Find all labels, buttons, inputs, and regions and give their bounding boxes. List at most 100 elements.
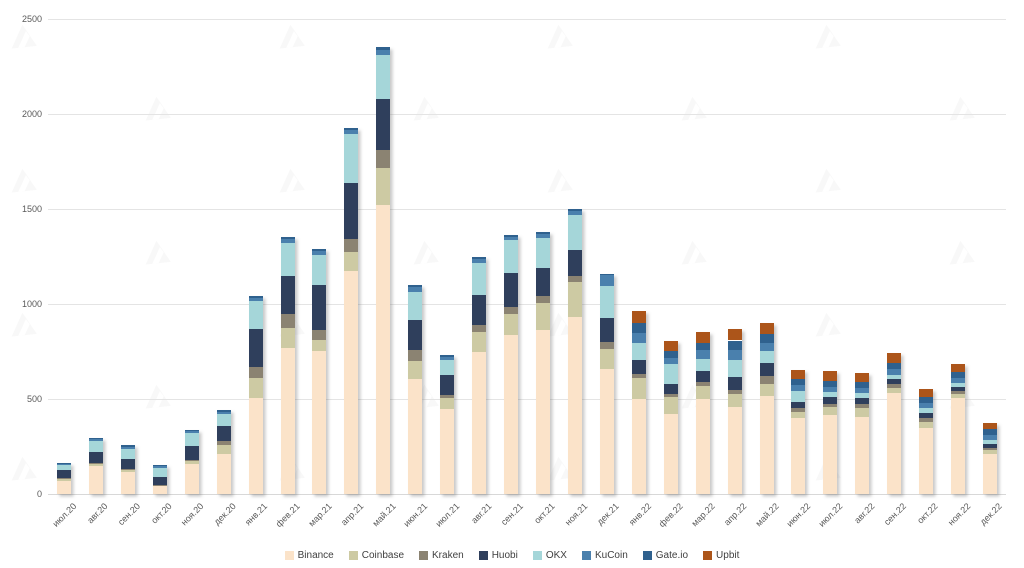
bar-segment-gateio-июн.22 — [791, 379, 806, 385]
legend-swatch-icon — [284, 551, 294, 560]
bar-segment-kraken-дек.22 — [983, 447, 998, 451]
bar-segment-coinbase-дек.20 — [216, 444, 231, 455]
bar-segment-huobi-ноя.21 — [567, 250, 582, 276]
bar-segment-huobi-дек.20 — [216, 425, 231, 441]
bar-segment-gateio-янв.21 — [248, 295, 263, 298]
bar-segment-kucoin-сен.21 — [504, 236, 519, 241]
bar-segment-huobi-янв.22 — [631, 359, 646, 374]
y-axis-tick-label: 1000 — [21, 299, 42, 309]
forklog-triangle-logo — [810, 21, 843, 59]
bar-сен.21 — [504, 234, 519, 494]
bar-segment-kucoin-мар.22 — [695, 350, 710, 359]
x-axis-tick-label: окт.21 — [532, 501, 558, 526]
bar-segment-binance-июл.22 — [823, 415, 838, 494]
bar-segment-gateio-ноя.21 — [567, 209, 582, 212]
bar-segment-okx-янв.21 — [248, 301, 263, 329]
forklog-triangle-logo — [408, 237, 441, 275]
bar-segment-kucoin-авг.20 — [88, 439, 103, 442]
bar-segment-kraken-фев.21 — [280, 314, 295, 328]
legend-item-kucoin: KuCoin — [581, 550, 628, 561]
bar-segment-coinbase-дек.22 — [983, 450, 998, 455]
bar-апр.21 — [344, 127, 359, 494]
forklog-triangle-logo — [944, 237, 977, 275]
x-axis-tick-label: окт.20 — [149, 501, 174, 526]
bar-segment-binance-авг.21 — [472, 351, 487, 494]
bar-segment-huobi-июл.21 — [440, 375, 455, 396]
gridline-500 — [48, 399, 1006, 400]
legend-label: Upbit — [716, 550, 740, 561]
bar-segment-kucoin-апр.21 — [344, 129, 359, 134]
bar-segment-kraken-ноя.20 — [184, 459, 199, 461]
bar-segment-kucoin-май.21 — [376, 49, 391, 56]
x-axis-tick-label: ноя.21 — [562, 501, 589, 528]
bar-segment-huobi-окт.20 — [152, 476, 167, 485]
bar-segment-gateio-ноя.22 — [951, 371, 966, 379]
bar-segment-okx-сен.22 — [887, 374, 902, 380]
bar-segment-coinbase-июл.21 — [440, 398, 455, 409]
x-axis-tick-label: фев.21 — [273, 501, 302, 530]
x-axis-tick-label: окт.22 — [915, 501, 941, 526]
bar-сен.22 — [887, 353, 902, 494]
gridline-1500 — [48, 209, 1006, 210]
legend-label: Binance — [297, 550, 334, 561]
bar-segment-gateio-дек.20 — [216, 410, 231, 412]
bar-segment-upbit-сен.22 — [887, 353, 902, 364]
bar-segment-kucoin-дек.22 — [983, 435, 998, 441]
bar-segment-okx-фев.21 — [280, 243, 295, 277]
bar-segment-kraken-сен.21 — [504, 306, 519, 314]
bar-segment-okx-май.22 — [759, 350, 774, 363]
bar-segment-gateio-июл.21 — [440, 355, 455, 358]
bar-segment-okx-окт.22 — [919, 408, 934, 413]
bar-segment-okx-янв.22 — [631, 342, 646, 360]
legend-label: Coinbase — [361, 550, 405, 561]
bar-segment-binance-авг.22 — [855, 417, 870, 494]
bar-segment-okx-сен.21 — [504, 240, 519, 273]
bar-segment-okx-май.21 — [376, 55, 391, 99]
bar-segment-upbit-июн.22 — [791, 369, 806, 380]
bar-segment-binance-дек.20 — [216, 454, 231, 494]
bar-segment-gateio-окт.20 — [152, 464, 167, 466]
bar-segment-coinbase-май.21 — [376, 168, 391, 206]
bar-segment-kraken-окт.22 — [919, 418, 934, 422]
legend-label: Huobi — [491, 550, 518, 561]
forklog-triangle-logo — [810, 165, 843, 203]
forklog-triangle-logo — [6, 21, 39, 59]
bar-segment-coinbase-сен.22 — [887, 387, 902, 394]
chart-legend: Binance Coinbase Kraken Huobi OKX KuCoin Gate.… — [0, 550, 1024, 561]
bar-segment-kraken-янв.21 — [248, 366, 263, 379]
bar-segment-huobi-июл.20 — [56, 470, 71, 479]
bar-segment-coinbase-июл.20 — [56, 479, 71, 481]
bar-segment-kraken-окт.21 — [535, 296, 550, 304]
bar-сен.20 — [120, 445, 135, 494]
x-axis-tick-label: янв.22 — [626, 501, 653, 528]
bar-segment-binance-окт.22 — [919, 428, 934, 494]
bar-segment-coinbase-ноя.21 — [567, 282, 582, 318]
bar-segment-kucoin-июн.22 — [791, 384, 806, 392]
bar-segment-binance-сен.20 — [120, 472, 135, 494]
bar-segment-coinbase-мар.21 — [312, 340, 327, 351]
bar-июл.22 — [823, 371, 838, 494]
bar-segment-okx-ноя.21 — [567, 214, 582, 251]
bar-segment-huobi-окт.22 — [919, 412, 934, 419]
bar-segment-binance-дек.22 — [983, 454, 998, 494]
legend-swatch-icon — [703, 551, 713, 560]
bar-segment-binance-июн.22 — [791, 418, 806, 494]
bar-segment-kucoin-окт.22 — [919, 403, 934, 409]
bar-segment-kraken-май.21 — [376, 150, 391, 169]
bar-segment-okx-июл.21 — [440, 359, 455, 376]
bar-segment-kucoin-дек.20 — [216, 411, 231, 414]
x-axis-tick-label: июн.21 — [401, 501, 430, 529]
bar-segment-gateio-май.21 — [376, 46, 391, 50]
bar-segment-gateio-фев.21 — [280, 237, 295, 240]
x-axis-tick-label: апр.22 — [722, 501, 749, 528]
bar-segment-gateio-сен.20 — [120, 445, 135, 447]
bar-segment-kucoin-ноя.21 — [567, 211, 582, 215]
bar-segment-coinbase-янв.22 — [631, 378, 646, 399]
bar-segment-okx-апр.22 — [727, 360, 742, 377]
y-axis-tick-label: 500 — [26, 394, 42, 404]
legend-item-gateio: Gate.io — [642, 550, 688, 561]
bar-янв.21 — [248, 295, 263, 494]
legend-item-coinbase: Coinbase — [348, 550, 405, 561]
x-axis-tick-label: дек.20 — [211, 501, 238, 527]
bar-segment-upbit-июл.22 — [823, 371, 838, 381]
